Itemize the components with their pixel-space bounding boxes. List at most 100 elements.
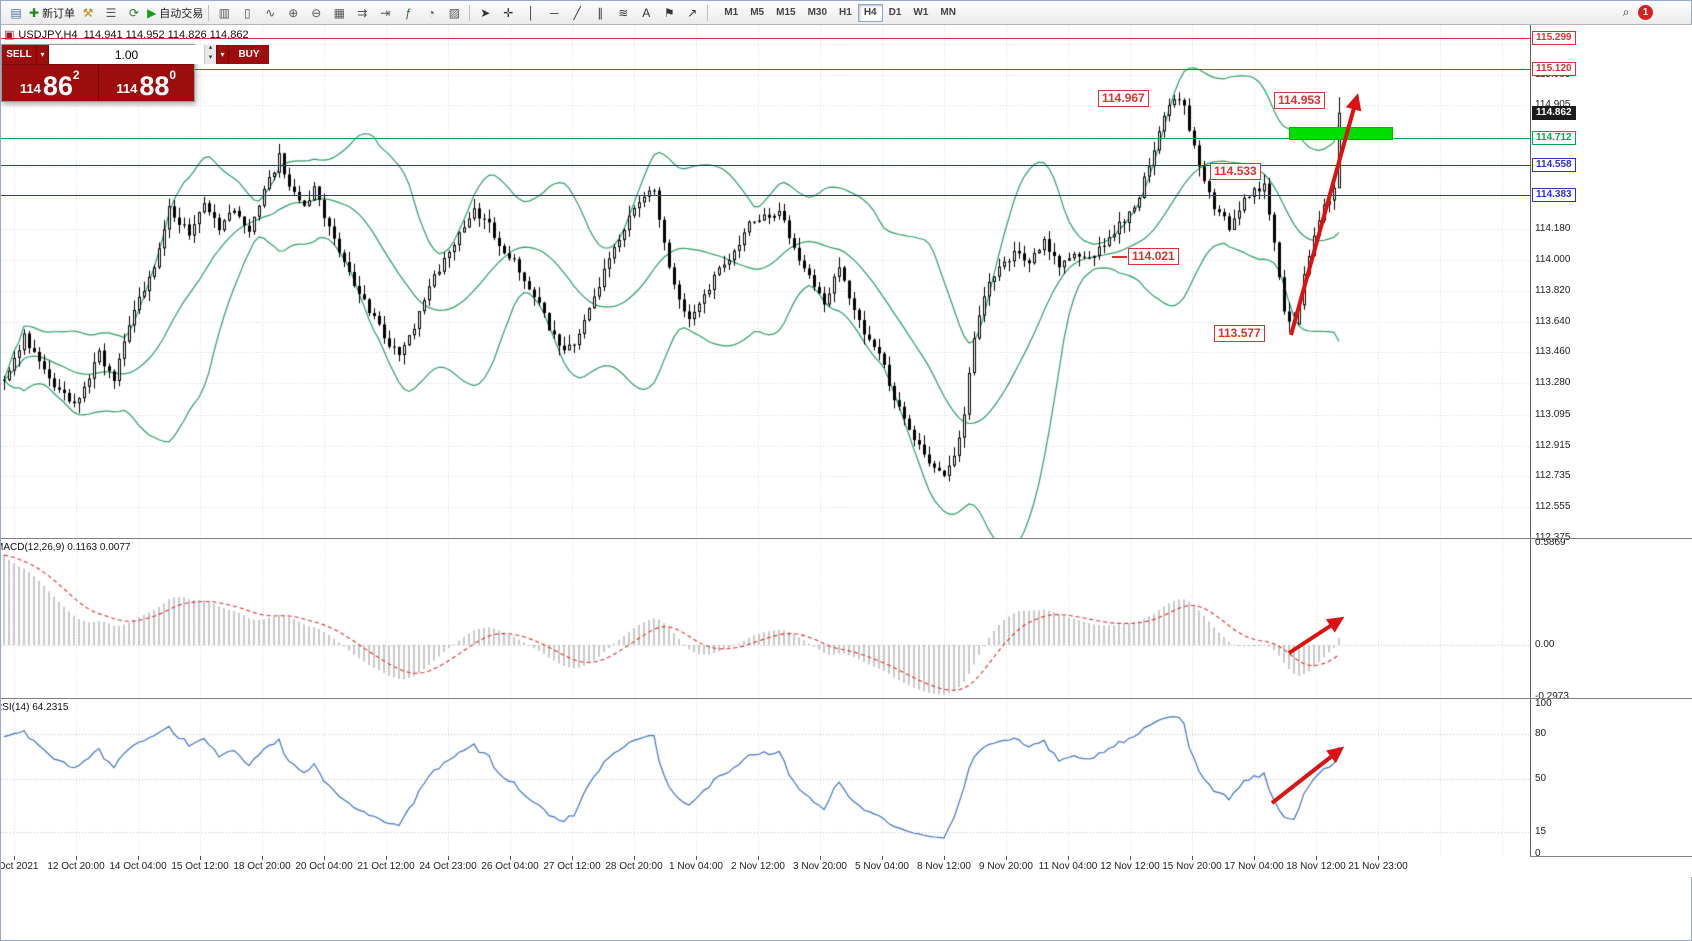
hline-115.120[interactable] bbox=[1, 69, 1530, 70]
new-chart-icon: ▤ bbox=[10, 5, 22, 20]
price-tick-label: 113.820 bbox=[1535, 284, 1571, 296]
channel-button[interactable]: ∥ bbox=[589, 3, 611, 23]
timeframe-d1-button[interactable]: D1 bbox=[883, 4, 908, 22]
auto-scroll-icon: ⇉ bbox=[357, 5, 368, 20]
time-tick bbox=[138, 856, 139, 860]
time-label: 18 Nov 12:00 bbox=[1286, 861, 1346, 872]
price-tick-label: 113.280 bbox=[1535, 377, 1571, 389]
arrow-object-button[interactable]: ↗ bbox=[681, 3, 703, 23]
sell-button[interactable]: SELL bbox=[2, 45, 36, 64]
axis-line-price-114.712: 114.712 bbox=[1532, 131, 1576, 146]
bar-chart-type-button[interactable]: ▥ bbox=[213, 3, 235, 23]
search-button[interactable]: ⌕ bbox=[1615, 3, 1637, 23]
time-tick bbox=[572, 856, 573, 860]
text-button[interactable]: A bbox=[635, 3, 657, 23]
time-label: 8 Nov 12:00 bbox=[917, 861, 971, 872]
macd-level-label: 0.00 bbox=[1535, 639, 1555, 650]
autotrading-button[interactable]: ▶ 自动交易 bbox=[146, 3, 204, 23]
timeframe-w1-button[interactable]: W1 bbox=[907, 4, 934, 22]
buy-price-button[interactable]: 114 88 0 bbox=[98, 65, 194, 101]
time-label: 12 Nov 12:00 bbox=[1100, 861, 1160, 872]
price-label-113.577[interactable]: 113.577 bbox=[1214, 325, 1265, 342]
buy-button[interactable]: BUY bbox=[229, 45, 269, 64]
market-watch-button[interactable]: ☰ bbox=[100, 3, 122, 23]
zoom-in-button[interactable]: ⊕ bbox=[282, 3, 304, 23]
time-label: 3 Nov 20:00 bbox=[793, 861, 847, 872]
line-chart-type-icon: ∿ bbox=[265, 5, 276, 20]
rsi-level-label: 0 bbox=[1535, 848, 1541, 859]
rsi-panel-divider[interactable] bbox=[1, 698, 1692, 699]
auto-scroll-button[interactable]: ⇉ bbox=[351, 3, 373, 23]
one-click-price-row: 114 86 2 114 88 0 bbox=[2, 65, 194, 101]
new-chart-button[interactable]: ▤ bbox=[5, 3, 27, 23]
symbol-quote-line: ▣ USDJPY,H4 114.941 114.952 114.826 114.… bbox=[4, 28, 249, 42]
timeframe-m15-button[interactable]: M15 bbox=[770, 4, 801, 22]
chart-area[interactable]: ▣ USDJPY,H4 114.941 114.952 114.826 114.… bbox=[1, 25, 1530, 877]
time-label: 11 Nov 04:00 bbox=[1038, 861, 1098, 872]
time-label: 27 Oct 12:00 bbox=[543, 861, 601, 872]
sell-price-button[interactable]: 114 86 2 bbox=[2, 65, 99, 101]
time-tick bbox=[262, 856, 263, 860]
price-tick-label: 114.000 bbox=[1535, 254, 1571, 266]
price-axis[interactable]: 115.085114.905114.180114.000113.820113.6… bbox=[1531, 25, 1692, 877]
macd-panel-canvas[interactable] bbox=[1, 539, 1530, 698]
tile-windows-button[interactable]: ▦ bbox=[328, 3, 350, 23]
price-label-114.967[interactable]: 114.967 bbox=[1098, 90, 1149, 107]
chart-shift-button[interactable]: ⇥ bbox=[374, 3, 396, 23]
axis-bid-price: 114.862 bbox=[1532, 105, 1576, 120]
hline-114.383[interactable] bbox=[1, 195, 1530, 196]
timeframe-h1-button[interactable]: H1 bbox=[833, 4, 858, 22]
new-order-button[interactable]: ✚ 新订单 bbox=[28, 3, 76, 23]
line-chart-type-button[interactable]: ∿ bbox=[259, 3, 281, 23]
trendline-button[interactable]: ╱ bbox=[566, 3, 588, 23]
zoom-out-button[interactable]: ⊖ bbox=[305, 3, 327, 23]
timeframe-m30-button[interactable]: M30 bbox=[802, 4, 833, 22]
timeframe-m5-button[interactable]: M5 bbox=[744, 4, 770, 22]
text-label-button[interactable]: ⚑ bbox=[658, 3, 680, 23]
fibonacci-button[interactable]: ≋ bbox=[612, 3, 634, 23]
hline-114.712[interactable] bbox=[1, 138, 1530, 139]
rsi-indicator-label: RSI(14) 64.2315 bbox=[1, 702, 69, 713]
new-order-icon: ✚ bbox=[29, 5, 40, 20]
hline-114.558[interactable] bbox=[1, 165, 1530, 166]
refresh-button[interactable]: ⟳ bbox=[123, 3, 145, 23]
indicators-button[interactable]: ƒ bbox=[397, 3, 419, 23]
macd-panel-divider[interactable] bbox=[1, 538, 1692, 539]
hline-115.299[interactable] bbox=[1, 38, 1530, 39]
supply-zone-rectangle[interactable] bbox=[1289, 127, 1393, 140]
volume-input[interactable] bbox=[49, 45, 204, 64]
volume-spin-down[interactable]: ▾ bbox=[205, 54, 216, 64]
timeframe-m1-button[interactable]: M1 bbox=[718, 4, 744, 22]
periods-button[interactable]: ◔ bbox=[420, 3, 442, 23]
time-label: 15 Oct 12:00 bbox=[171, 861, 229, 872]
time-tick bbox=[1254, 856, 1255, 860]
sell-options-caret[interactable]: ▾ bbox=[36, 45, 49, 64]
buy-price-pips: 88 bbox=[139, 71, 170, 101]
horizontal-line-button[interactable]: ─ bbox=[543, 3, 565, 23]
notification-badge[interactable]: 1 bbox=[1638, 5, 1653, 20]
price-label-114.953[interactable]: 114.953 bbox=[1274, 92, 1325, 109]
templates-button[interactable]: ▨ bbox=[443, 3, 465, 23]
fibonacci-icon: ≋ bbox=[618, 5, 629, 20]
metaeditor-button[interactable]: ⚒ bbox=[77, 3, 99, 23]
price-label-114.021[interactable]: 114.021 bbox=[1128, 248, 1179, 265]
timeframe-h4-button[interactable]: H4 bbox=[857, 3, 883, 22]
time-label: 12 Oct 20:00 bbox=[47, 861, 105, 872]
axis-line-price-115.299: 115.299 bbox=[1532, 30, 1576, 45]
trendline-icon: ╱ bbox=[573, 5, 581, 20]
time-label: 18 Oct 20:00 bbox=[233, 861, 291, 872]
crosshair-button[interactable]: ✛ bbox=[497, 3, 519, 23]
timeframe-mn-button[interactable]: MN bbox=[934, 4, 962, 22]
cursor-button[interactable]: ➤ bbox=[474, 3, 496, 23]
vertical-line-button[interactable]: │ bbox=[520, 3, 542, 23]
sell-price-point: 2 bbox=[72, 68, 80, 82]
price-chart-canvas[interactable] bbox=[1, 25, 1530, 538]
time-tick bbox=[944, 856, 945, 860]
buy-options-caret[interactable]: ▾ bbox=[216, 45, 229, 64]
volume-spin-up[interactable]: ▴ bbox=[205, 44, 216, 55]
volume-field: ▴ ▾ bbox=[49, 44, 216, 64]
rsi-panel-canvas[interactable] bbox=[1, 699, 1530, 856]
price-label-114.533[interactable]: 114.533 bbox=[1210, 163, 1261, 180]
candlestick-type-button[interactable]: ▯ bbox=[236, 3, 258, 23]
time-axis[interactable]: 8 Oct 2021 12 Oct 20:00 14 Oct 04:00 15 Oct… bbox=[1, 856, 1530, 877]
